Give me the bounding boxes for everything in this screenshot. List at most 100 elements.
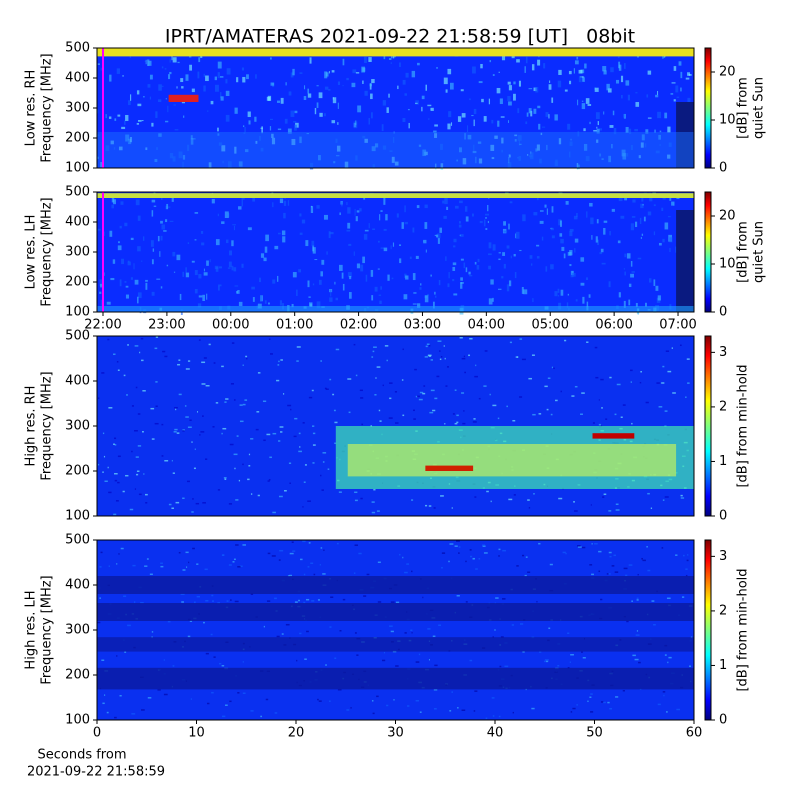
spectrogram-texture (402, 556, 404, 559)
spectrogram-texture (532, 298, 534, 303)
spectrogram-texture (483, 385, 487, 387)
spectrogram-texture (418, 653, 421, 656)
spectrogram-texture (499, 665, 502, 668)
spectrogram-texture (319, 112, 323, 117)
spectrogram-texture (232, 561, 235, 563)
spectrogram-texture (574, 238, 579, 243)
spectrogram-texture (557, 288, 560, 293)
spectrogram-texture (114, 118, 117, 121)
spectrogram-texture (591, 543, 593, 545)
spectrogram-texture (100, 67, 102, 71)
spectrogram-texture (244, 127, 246, 133)
spectrogram-texture (522, 214, 526, 222)
spectrogram-texture (557, 80, 562, 88)
spectrogram-texture (342, 283, 345, 291)
spectrogram-texture (671, 201, 675, 206)
spectrogram-texture (653, 279, 656, 286)
spectrogram-texture (581, 546, 586, 549)
y-tick-label: 300 (65, 623, 90, 638)
spectrogram-texture (97, 132, 694, 168)
spectrogram-texture (547, 377, 551, 379)
spectrogram-texture (412, 273, 416, 281)
spectrogram-texture (457, 707, 459, 709)
spectrogram-texture (469, 98, 471, 101)
spectrogram-texture (600, 248, 604, 253)
spectrogram-texture (661, 207, 664, 211)
spectrogram-texture (549, 80, 551, 83)
spectrogram-texture (278, 495, 283, 498)
spectrogram-texture (370, 269, 374, 277)
spectrogram-texture (279, 426, 284, 428)
spectrogram-texture (176, 254, 181, 261)
spectrogram-texture (178, 393, 182, 396)
spectrogram-texture (137, 296, 139, 304)
spectrogram-texture (276, 635, 280, 638)
spectrogram-texture (529, 255, 533, 259)
spectrogram-texture (207, 110, 209, 112)
spectrogram-texture (191, 441, 193, 443)
spectrogram-texture (174, 129, 179, 131)
spectrogram-texture (497, 288, 502, 290)
spectrogram-texture (272, 202, 274, 208)
spectrogram-texture (401, 222, 404, 229)
spectrogram-texture (639, 381, 642, 384)
spectrogram-texture (99, 566, 102, 568)
spectrogram-texture (250, 438, 254, 440)
spectrogram-texture (210, 633, 213, 636)
spectrogram-texture (452, 262, 457, 266)
spectrogram-texture (521, 358, 526, 361)
spectrogram-texture (210, 100, 214, 105)
spectrogram-texture (538, 123, 541, 130)
spectrogram-texture (568, 70, 572, 75)
spectrogram-texture (296, 659, 298, 662)
spectrogram-texture (262, 400, 267, 403)
spectrogram-texture (404, 205, 406, 213)
spectrogram-texture (215, 239, 220, 246)
spectrogram-texture (174, 406, 178, 409)
spectrogram-texture (203, 272, 208, 276)
spectrogram-texture (230, 599, 232, 601)
spectrogram-texture (250, 593, 254, 595)
spectrogram-texture (429, 411, 434, 414)
spectrogram-texture (680, 71, 683, 79)
spectrogram-texture (631, 271, 635, 273)
spectrogram-texture (658, 242, 662, 246)
spectrogram-texture (432, 635, 436, 638)
spectrogram-texture (354, 544, 358, 546)
spectrogram-texture (544, 385, 548, 388)
spectrogram-texture (317, 599, 321, 601)
spectrogram-texture (625, 80, 630, 86)
spectrogram-texture (523, 289, 528, 295)
spectrogram-texture (237, 566, 241, 568)
spectrogram-texture (269, 126, 272, 131)
y-tick-label: 500 (65, 533, 90, 548)
spectrogram-texture (620, 416, 623, 418)
spectrogram-texture (347, 378, 352, 380)
spectrogram-texture (623, 113, 625, 118)
spectrogram-texture (264, 300, 267, 304)
spectrogram-texture (151, 631, 154, 633)
spectrogram-texture (430, 389, 435, 392)
spectrogram-texture (270, 82, 275, 86)
spectrogram-texture (248, 120, 251, 125)
spectrogram-texture (277, 275, 279, 282)
spectrogram-texture (341, 202, 343, 207)
spectrogram-texture (401, 379, 404, 381)
spectrogram-texture (346, 77, 349, 81)
spectrogram-texture (474, 496, 477, 498)
spectrogram-texture (265, 234, 269, 242)
spectrogram-texture (353, 343, 356, 346)
spectrogram-texture (438, 624, 442, 627)
spectrogram-texture (607, 88, 612, 93)
spectrogram-texture (323, 214, 328, 220)
spectrogram-texture (144, 60, 146, 62)
spectrogram-texture (346, 709, 350, 711)
spectrogram-texture (513, 93, 516, 101)
spectrogram-texture (680, 87, 682, 92)
spectrogram-texture (175, 501, 180, 504)
spectrogram-texture (411, 499, 414, 501)
spectrogram-texture (508, 101, 512, 106)
spectrogram-texture (335, 348, 340, 351)
spectrogram-texture (298, 450, 302, 453)
spectrogram-texture (172, 251, 176, 257)
